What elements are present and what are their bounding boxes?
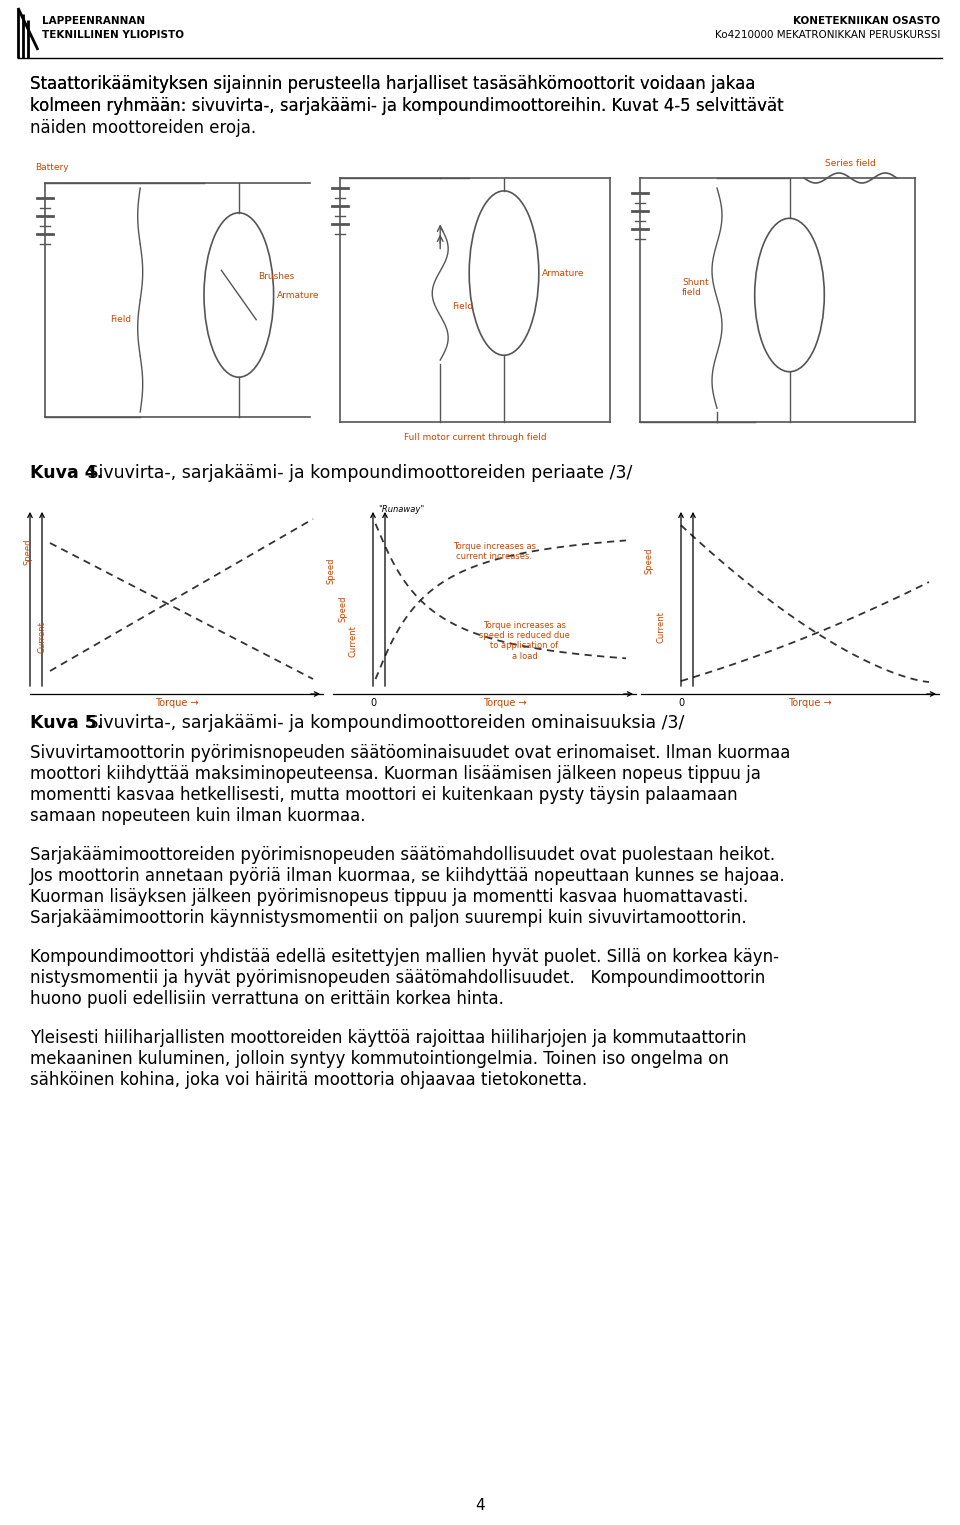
Text: Field: Field [110,316,132,325]
Text: Armature: Armature [276,290,319,299]
Text: huono puoli edellisiin verrattuna on erittäin korkea hinta.: huono puoli edellisiin verrattuna on eri… [30,990,504,1008]
Text: Sivuvirta-, sarjakäämi- ja kompoundimoottoreiden ominaisuuksia /3/: Sivuvirta-, sarjakäämi- ja kompoundimoot… [82,714,684,732]
Text: Staattorikäämityksen sijainnin perusteella harjalliset tasäsähkömoottorit voidaa: Staattorikäämityksen sijainnin perusteel… [30,75,756,93]
Text: Staattorikäämityksen sijainnin perusteella harjalliset tasäsähkömoottorit voidaa: Staattorikäämityksen sijainnin perusteel… [214,75,940,93]
Text: Brushes: Brushes [258,271,295,281]
Text: Full motor current through field: Full motor current through field [404,433,546,442]
Text: Speed: Speed [23,538,33,564]
Text: Sivuvirta-, sarjakäämi- ja kompoundimoottoreiden periaate /3/: Sivuvirta-, sarjakäämi- ja kompoundimoot… [82,464,633,482]
Text: Sarjakäämimoottorin käynnistysmomentii on paljon suurempi kuin sivuvirtamoottori: Sarjakäämimoottorin käynnistysmomentii o… [30,909,747,927]
Text: Field: Field [452,302,473,311]
Text: Torque →: Torque → [788,698,831,708]
Text: 0: 0 [370,698,376,708]
Text: KONETEKNIIKAN OSASTO: KONETEKNIIKAN OSASTO [793,15,940,26]
Text: Speed: Speed [644,547,654,575]
Text: kolmeen ryhmään: sivuvirta-, sarjakäämi- ja kompoundimoottoreihin. Kuvat 4-5 sel: kolmeen ryhmään: sivuvirta-, sarjakäämi-… [186,98,940,114]
Text: Yleisesti hiiliharjallisten moottoreiden käyttöä rajoittaa hiiliharjojen ja komm: Yleisesti hiiliharjallisten moottoreiden… [30,1029,747,1048]
Text: Ko4210000 MEKATRONIKKAN PERUSKURSSI: Ko4210000 MEKATRONIKKAN PERUSKURSSI [714,30,940,40]
Text: kolmeen ryhmään: sivuvirta-, sarjakäämi- ja kompoundimoottoreihin. Kuvat 4-5 sel: kolmeen ryhmään: sivuvirta-, sarjakäämi-… [30,98,783,114]
Text: Shunt
field: Shunt field [682,278,708,297]
Text: mekaaninen kuluminen, jolloin syntyy kommutointiongelmia. Toinen iso ongelma on: mekaaninen kuluminen, jolloin syntyy kom… [30,1051,729,1068]
Text: Kompoundimoottori yhdistää edellä esitettyjen mallien hyvät puolet. Sillä on kor: Kompoundimoottori yhdistää edellä esitet… [30,949,779,965]
Text: Battery: Battery [35,163,68,172]
Text: Series field: Series field [825,159,876,168]
Text: Torque increases as
current increases.: Torque increases as current increases. [453,541,536,561]
Text: sähköinen kohina, joka voi häiritä moottoria ohjaavaa tietokonetta.: sähköinen kohina, joka voi häiritä moott… [30,1071,588,1089]
Text: samaan nopeuteen kuin ilman kuormaa.: samaan nopeuteen kuin ilman kuormaa. [30,807,366,825]
Text: Staattorikäämityksen sijainnin perusteella harjalliset tasäsähkömoottorit voidaa: Staattorikäämityksen sijainnin perusteel… [30,75,756,93]
Text: Kuva 4.: Kuva 4. [30,464,104,482]
Text: 0: 0 [678,698,684,708]
Text: Kuorman lisäyksen jälkeen pyörimisnopeus tippuu ja momentti kasvaa huomattavasti: Kuorman lisäyksen jälkeen pyörimisnopeus… [30,888,748,906]
Text: Torque →: Torque → [155,698,199,708]
Text: LAPPEENRANNAN: LAPPEENRANNAN [42,15,145,26]
Text: momentti kasvaa hetkellisesti, mutta moottori ei kuitenkaan pysty täysin palaama: momentti kasvaa hetkellisesti, mutta moo… [30,785,737,804]
Text: Sarjakäämimoottoreiden pyörimisnopeuden säätömahdollisuudet ovat puolestaan heik: Sarjakäämimoottoreiden pyörimisnopeuden … [30,846,775,865]
Text: Kuva 5.: Kuva 5. [30,714,104,732]
Text: Jos moottorin annetaan pyöriä ilman kuormaa, se kiihdyttää nopeuttaan kunnes se : Jos moottorin annetaan pyöriä ilman kuor… [30,868,785,884]
Text: Torque →: Torque → [483,698,526,708]
Text: Current: Current [37,621,46,653]
Text: kolmeen ryhmään: sivuvirta-, sarjakäämi- ja kompoundimoottoreihin. Kuvat 4-5 sel: kolmeen ryhmään: sivuvirta-, sarjakäämi-… [30,98,783,114]
Text: moottori kiihdyttää maksiminopeuteensa. Kuorman lisäämisen jälkeen nopeus tippuu: moottori kiihdyttää maksiminopeuteensa. … [30,766,761,782]
Text: Torque increases as
speed is reduced due
to application of
a load: Torque increases as speed is reduced due… [479,621,570,660]
Text: Armature: Armature [541,268,585,278]
Text: näiden moottoreiden eroja.: näiden moottoreiden eroja. [30,119,256,137]
Text: "Runaway": "Runaway" [378,505,424,514]
Text: TEKNILLINEN YLIOPISTO: TEKNILLINEN YLIOPISTO [42,30,184,40]
Text: nistysmomentii ja hyvät pyörimisnopeuden säätömahdollisuudet.   Kompoundimoottor: nistysmomentii ja hyvät pyörimisnopeuden… [30,968,765,987]
Text: Speed: Speed [339,595,348,622]
Text: Current: Current [348,625,357,657]
Text: Current: Current [657,612,665,644]
Text: Speed: Speed [326,557,335,584]
Text: Sivuvirtamoottorin pyörimisnopeuden säätöominaisuudet ovat erinomaiset. Ilman ku: Sivuvirtamoottorin pyörimisnopeuden säät… [30,744,790,762]
Text: 4: 4 [475,1498,485,1513]
